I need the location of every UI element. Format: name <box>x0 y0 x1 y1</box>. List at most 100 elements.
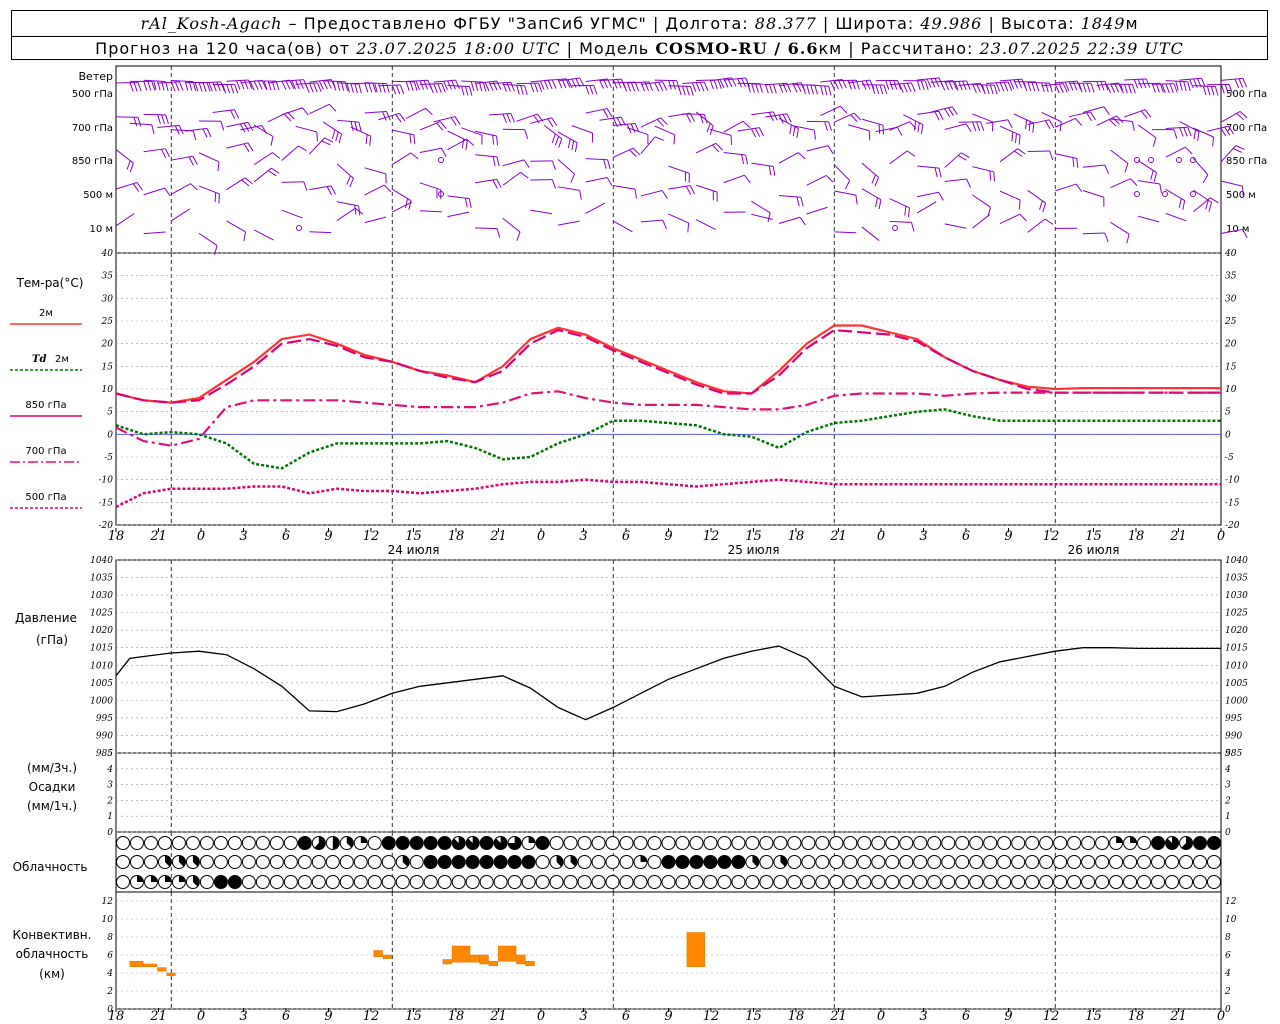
wind-barb <box>695 142 717 154</box>
wind-barb-feather <box>828 86 832 96</box>
cloud-cover-symbol <box>255 855 270 869</box>
wind-barb-feather <box>606 177 613 186</box>
cloud-cover-symbol <box>1165 855 1180 869</box>
wind-barb-feather <box>1208 202 1213 212</box>
wind-barb <box>695 184 718 193</box>
header-line-forecast: Прогноз на 120 часа(ов) от 23.07.2025 18… <box>12 36 1267 61</box>
wind-barb-feather <box>1078 83 1083 93</box>
wind-barb-feather <box>571 78 577 88</box>
cloud-cover-symbol <box>969 836 984 850</box>
cloud-cover-symbol <box>1137 836 1152 850</box>
cloud-cover-symbol <box>241 855 256 869</box>
wind-barb-feather <box>234 109 240 119</box>
wind-barb-feather <box>423 80 428 90</box>
wind-barb <box>751 200 771 214</box>
wind-barb-feather <box>230 84 235 94</box>
wind-barb-feather <box>429 83 434 94</box>
wind-barb <box>171 183 191 195</box>
cloud-cover-symbol <box>549 836 564 850</box>
wind-barb-feather <box>1112 117 1120 125</box>
legend-td-prefix: Td <box>32 354 46 365</box>
time-axis-bottom-tick-label: 18 <box>448 1009 465 1024</box>
wind-barb-feather <box>747 83 751 93</box>
temp-ytick-left: -15 <box>99 498 114 508</box>
wind-barb-feather <box>1041 82 1045 93</box>
cloud-cover-symbol <box>283 875 298 889</box>
wind-barb <box>502 159 525 167</box>
wind-barb-feather <box>460 86 465 96</box>
wind-barb-feather <box>899 83 904 93</box>
wind-barb-feather <box>885 80 890 90</box>
cloud-cover-fill <box>556 855 564 867</box>
wind-barb-feather <box>272 152 281 159</box>
wind-barb-feather <box>335 131 339 142</box>
wind-barb <box>309 137 325 155</box>
wind-barb-feather <box>1241 186 1244 196</box>
wind-barb-feather <box>551 179 557 189</box>
wind-barb-feather <box>1014 150 1023 157</box>
wind-barb-feather <box>993 85 998 95</box>
wind-barb <box>1055 153 1077 159</box>
time-axis-mid-tick-label: 21 <box>149 529 167 544</box>
wind-barb-feather <box>802 84 806 95</box>
conv-bar <box>525 961 535 967</box>
cloud-cover-symbol <box>913 836 928 850</box>
cloud-cover-symbol <box>983 836 998 850</box>
wind-barb <box>461 80 484 83</box>
wind-barb-feather <box>1128 84 1132 94</box>
cloud-cover-symbol <box>899 836 914 850</box>
cloud-cover-fill <box>332 836 340 850</box>
wind-barb-feather <box>972 121 977 132</box>
cloud-cover-symbol <box>815 875 830 889</box>
wind-barb-feather <box>244 177 253 185</box>
cloud-cover-symbol <box>759 855 774 869</box>
conv-bar <box>497 945 517 962</box>
cloud-cover-symbol <box>381 855 396 869</box>
wind-barb-feather <box>685 113 692 123</box>
wind-barb-feather <box>270 136 274 146</box>
wind-barb-feather <box>938 192 944 201</box>
wind-barb-feather <box>234 84 239 94</box>
wind-barb-feather <box>875 84 880 95</box>
cloud-cover-symbol <box>997 836 1012 850</box>
wind-barb-feather <box>687 222 690 233</box>
pressure-ytick-left: 1025 <box>90 609 113 619</box>
wind-barb <box>1124 109 1146 118</box>
cloud-cover-fill <box>1165 836 1179 850</box>
cloud-cover-symbol <box>1039 836 1054 850</box>
precip-ytick-right: 3 <box>1225 781 1231 791</box>
wind-barb-feather <box>263 80 268 91</box>
wind-barb-feather <box>799 216 806 226</box>
wind-barb-feather <box>926 78 932 88</box>
wind-barb <box>640 189 663 197</box>
wind-barb-feather <box>243 231 247 242</box>
wind-barb <box>171 79 194 83</box>
wind-barb-feather <box>516 231 521 242</box>
wind-barb-feather <box>599 79 604 89</box>
wind-barb-feather <box>137 82 142 92</box>
cloud-cover-symbol <box>199 875 214 889</box>
wind-barb-feather <box>547 118 554 127</box>
wind-barb-feather <box>906 83 912 93</box>
wind-barb <box>253 152 273 166</box>
wind-barb-feather <box>924 80 929 91</box>
wind-barb-feather <box>161 114 165 124</box>
cloud-cover-symbol <box>955 855 970 869</box>
time-axis-mid-tick-label: 6 <box>962 529 970 544</box>
wind-barb-feather <box>1017 148 1026 155</box>
cloud-cover-symbol <box>661 875 676 889</box>
cloud-cover-symbol <box>269 875 284 889</box>
cloud-cover-fill <box>780 855 787 867</box>
wind-barb <box>1220 228 1243 234</box>
time-axis-bottom-tick-label: 9 <box>664 1009 672 1024</box>
cloud-cover-symbol <box>255 875 270 889</box>
wind-barb-feather <box>855 195 858 205</box>
wind-barb-feather <box>938 167 942 178</box>
wind-barb-feather <box>372 83 377 93</box>
wind-barb-feather <box>871 174 876 184</box>
cloud-cover-symbol <box>297 836 312 850</box>
wind-barb <box>917 191 939 198</box>
precip-ytick-left: 3 <box>107 781 113 791</box>
wind-barb <box>115 149 134 164</box>
time-axis-mid-tick-label: 0 <box>537 529 545 544</box>
